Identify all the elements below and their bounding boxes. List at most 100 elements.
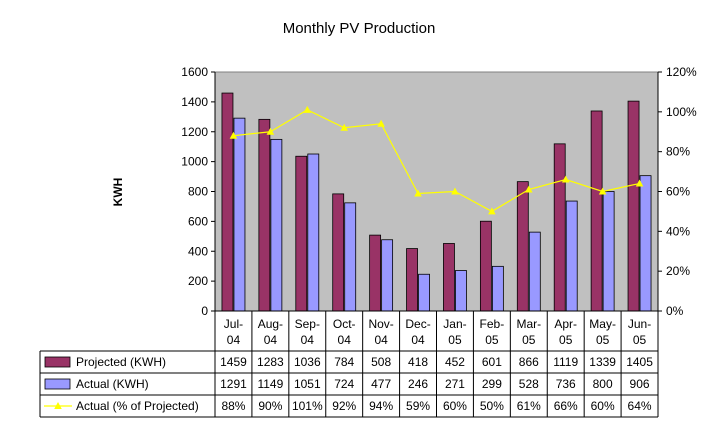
- table-value: 477: [371, 377, 391, 391]
- line-point-marker: [229, 131, 238, 139]
- bar-actual: [344, 202, 357, 312]
- line-point-marker: [414, 189, 422, 197]
- bar-projected: [332, 193, 345, 312]
- bar-actual: [381, 239, 394, 312]
- table-value: 736: [556, 377, 576, 391]
- bar-projected: [258, 118, 271, 312]
- table-value: 1149: [257, 377, 283, 391]
- table-value: 784: [334, 355, 354, 369]
- legend-entry: Projected (KWH): [76, 355, 166, 369]
- bar-projected: [369, 234, 382, 312]
- table-value: 64%: [628, 399, 652, 413]
- y-tick-label: 1400: [181, 95, 208, 109]
- legend-key-projected: [44, 356, 71, 368]
- x-tick-label: 05: [559, 333, 573, 347]
- table-value: 418: [408, 355, 428, 369]
- x-tick-label: Apr-: [554, 317, 577, 331]
- y-tick-label: 1600: [181, 65, 208, 79]
- bar-projected: [479, 220, 492, 312]
- table-value: 1051: [294, 377, 321, 391]
- bar-projected: [516, 181, 529, 312]
- chart-title: Monthly PV Production: [283, 20, 436, 37]
- data-table: Jul- 04 Aug- 04 Sep- 04 Oct- 04 Nov- 04 Dec- 04 Jan-…: [39, 311, 659, 418]
- y-tick-label: 600: [188, 214, 208, 228]
- x-tick-label: May-: [589, 317, 616, 331]
- x-tick-label: Mar-: [516, 317, 541, 331]
- line-point-marker: [598, 187, 607, 195]
- y2-tick-label: 20%: [666, 264, 690, 278]
- table-value: 60%: [591, 399, 615, 413]
- table-value: 1036: [294, 355, 321, 369]
- bar-actual: [233, 117, 246, 312]
- table-value: 601: [482, 355, 502, 369]
- bar-actual: [602, 191, 615, 312]
- bar-actual: [270, 138, 283, 312]
- bar-actual: [307, 153, 320, 312]
- table-value: 66%: [554, 399, 578, 413]
- x-tick-label: Feb-: [480, 317, 505, 331]
- line-point-marker: [524, 185, 533, 193]
- table-value: 1119: [553, 355, 578, 369]
- bar-actual: [491, 265, 504, 312]
- line-point-marker: [266, 127, 275, 135]
- bar-actual: [528, 231, 541, 312]
- x-tick-label: Jul-: [224, 317, 243, 331]
- table-value: 61%: [517, 399, 541, 413]
- y-tick-label: 1200: [181, 125, 208, 139]
- table-value: 59%: [406, 399, 430, 413]
- bar-actual: [565, 200, 578, 312]
- bar-projected: [590, 110, 603, 312]
- table-value: 1283: [257, 355, 284, 369]
- x-tick-label: Jun-: [628, 317, 651, 331]
- x-tick-label: Sep-: [295, 317, 320, 331]
- table-value: 1339: [589, 355, 616, 369]
- table-value: 101%: [292, 399, 323, 413]
- legend-key-marker: [54, 402, 62, 409]
- table-value: 452: [445, 355, 465, 369]
- y-axis-label: KWH: [111, 178, 125, 207]
- bar-projected: [221, 92, 234, 312]
- table-value: 724: [334, 377, 354, 391]
- bar-projected: [553, 143, 566, 312]
- y-tick-label: 800: [188, 185, 208, 199]
- y2-tick-label: 0%: [666, 304, 684, 318]
- y-tick-label: 200: [188, 274, 208, 288]
- x-tick-label: 04: [338, 333, 352, 347]
- bar-actual: [455, 270, 467, 312]
- table-value: 1405: [626, 355, 653, 369]
- line-point-marker: [377, 119, 385, 127]
- table-value: 800: [593, 377, 613, 391]
- x-tick-label: 04: [264, 333, 278, 347]
- table-value: 90%: [258, 399, 282, 413]
- table-value: 866: [519, 355, 539, 369]
- bar-projected: [295, 155, 308, 312]
- legend-key-actual: [44, 378, 71, 390]
- x-tick-label: 05: [522, 333, 536, 347]
- legend-entry: Actual (KWH): [76, 377, 149, 391]
- line-point-marker: [340, 123, 349, 131]
- x-tick-label: Nov-: [368, 317, 393, 331]
- table-value: 246: [408, 377, 428, 391]
- x-tick-label: Aug-: [258, 317, 283, 331]
- x-tick-label: Jan-: [443, 317, 466, 331]
- y2-tick-label: 120%: [666, 65, 697, 79]
- x-tick-label: 04: [374, 333, 388, 347]
- y2-tick-label: 80%: [666, 145, 690, 159]
- table-value: 508: [371, 355, 391, 369]
- table-value: 94%: [369, 399, 393, 413]
- x-tick-label: 05: [448, 333, 462, 347]
- series-line-percent: [233, 109, 640, 213]
- line-point-marker: [488, 207, 496, 215]
- line-point-marker: [451, 187, 459, 195]
- x-tick-label: 05: [596, 333, 610, 347]
- table-value: 50%: [480, 399, 504, 413]
- y-tick-label: 1000: [181, 155, 208, 169]
- table-value: 299: [482, 377, 502, 391]
- table-value: 92%: [332, 399, 356, 413]
- line-point-marker: [561, 175, 570, 183]
- legend-entry: Actual (% of Projected): [76, 399, 199, 413]
- x-tick-label: 05: [485, 333, 499, 347]
- y-tick-label: 400: [188, 244, 208, 258]
- table-value: 1291: [220, 377, 247, 391]
